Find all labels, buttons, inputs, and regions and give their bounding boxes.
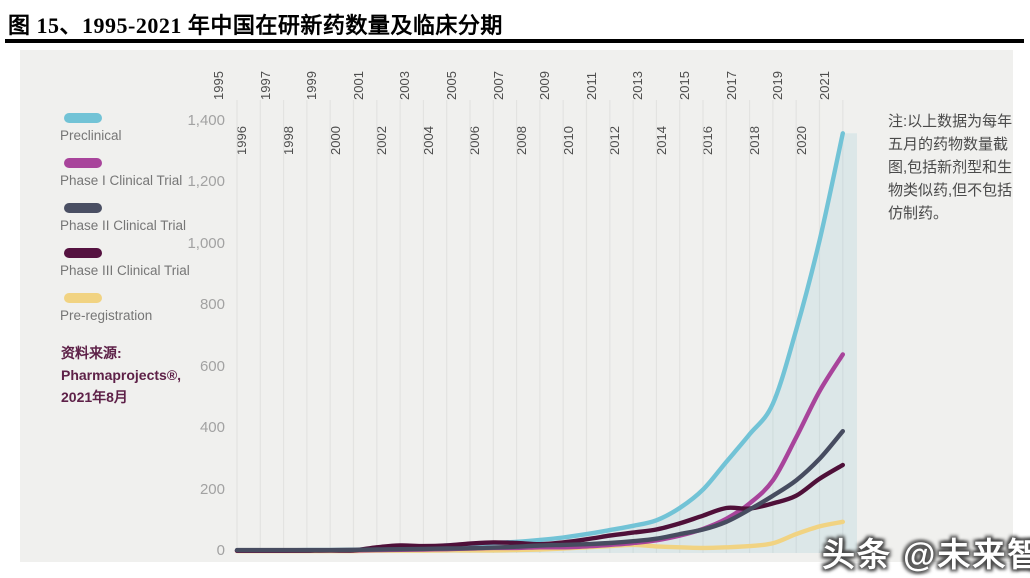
x-tick-label: 1996 bbox=[234, 126, 250, 155]
x-tick-label: 2008 bbox=[513, 126, 529, 155]
x-tick-label: 2017 bbox=[723, 71, 739, 100]
y-tick-label: 600 bbox=[199, 357, 225, 375]
legend-swatch-phase1 bbox=[64, 158, 102, 168]
legend-label: Preclinical bbox=[60, 128, 122, 143]
legend-item: Pre-registration bbox=[60, 293, 190, 325]
x-tick-label: 2000 bbox=[327, 126, 343, 155]
legend-label: Phase I Clinical Trial bbox=[60, 173, 183, 188]
x-tick-label: 2019 bbox=[770, 71, 786, 100]
legend-label: Phase III Clinical Trial bbox=[60, 263, 190, 278]
legend-item: Phase III Clinical Trial bbox=[60, 248, 190, 280]
x-tick-label: 1997 bbox=[257, 71, 273, 100]
y-tick-label: 0 bbox=[216, 542, 225, 559]
legend-label: Phase II Clinical Trial bbox=[60, 218, 187, 233]
figure-title: 图 15、1995-2021 年中国在研新药数量及临床分期 bbox=[8, 13, 503, 38]
x-tick-label: 2009 bbox=[537, 71, 553, 100]
x-tick-label: 2004 bbox=[420, 126, 436, 155]
y-tick-label: 400 bbox=[199, 419, 225, 437]
x-tick-label: 2010 bbox=[560, 126, 576, 155]
chart-legend: Preclinical Phase I Clinical Trial Phase… bbox=[60, 113, 190, 338]
x-tick-label: 2012 bbox=[607, 126, 623, 155]
x-tick-label: 2015 bbox=[677, 71, 692, 100]
y-tick-label: 200 bbox=[199, 480, 225, 498]
y-tick-label: 1,200 bbox=[187, 173, 225, 191]
x-tick-label: 2007 bbox=[490, 71, 506, 100]
data-source-line: 2021年8月 bbox=[61, 389, 128, 405]
chart-note: 注:以上数据为每年五月的药物数量截图,包括新剂型和生物类似药,但不包括仿制药。 bbox=[888, 113, 1013, 222]
y-tick-label: 800 bbox=[199, 296, 225, 314]
x-tick-label: 1995 bbox=[211, 71, 226, 100]
legend-item: Phase I Clinical Trial bbox=[60, 158, 190, 190]
legend-swatch-phase3 bbox=[64, 248, 102, 258]
x-tick-label: 2001 bbox=[350, 71, 366, 100]
x-tick-label: 2005 bbox=[444, 71, 459, 100]
watermark: 头条 @未来智库 bbox=[822, 536, 1030, 573]
legend-swatch-preclinical bbox=[64, 113, 102, 123]
title-underline bbox=[5, 39, 1024, 43]
x-tick-label: 2021 bbox=[816, 71, 832, 100]
x-tick-label: 2011 bbox=[583, 72, 599, 100]
legend-item: Phase II Clinical Trial bbox=[60, 203, 190, 235]
x-tick-label: 2013 bbox=[630, 71, 646, 100]
x-tick-label: 2016 bbox=[700, 126, 716, 155]
legend-swatch-phase2 bbox=[64, 203, 102, 213]
legend-label: Pre-registration bbox=[60, 308, 153, 323]
legend-swatch-prereg bbox=[64, 293, 102, 303]
x-tick-label: 2018 bbox=[746, 126, 762, 155]
legend-item: Preclinical bbox=[60, 113, 190, 145]
x-tick-label: 1998 bbox=[280, 126, 296, 155]
data-source-line: 资料来源: bbox=[61, 345, 122, 361]
x-tick-label: 2002 bbox=[374, 126, 390, 155]
data-source: 资料来源: Pharmaprojects®, 2021年8月 bbox=[61, 342, 181, 408]
x-tick-label: 2014 bbox=[653, 126, 669, 155]
x-tick-label: 1999 bbox=[304, 71, 320, 100]
y-tick-label: 1,400 bbox=[187, 112, 225, 129]
y-tick-label: 1,000 bbox=[187, 234, 225, 252]
x-tick-label: 2003 bbox=[397, 71, 413, 100]
x-tick-label: 2006 bbox=[467, 126, 483, 155]
data-source-line: Pharmaprojects®, bbox=[61, 367, 182, 383]
x-tick-label: 2020 bbox=[793, 126, 809, 155]
